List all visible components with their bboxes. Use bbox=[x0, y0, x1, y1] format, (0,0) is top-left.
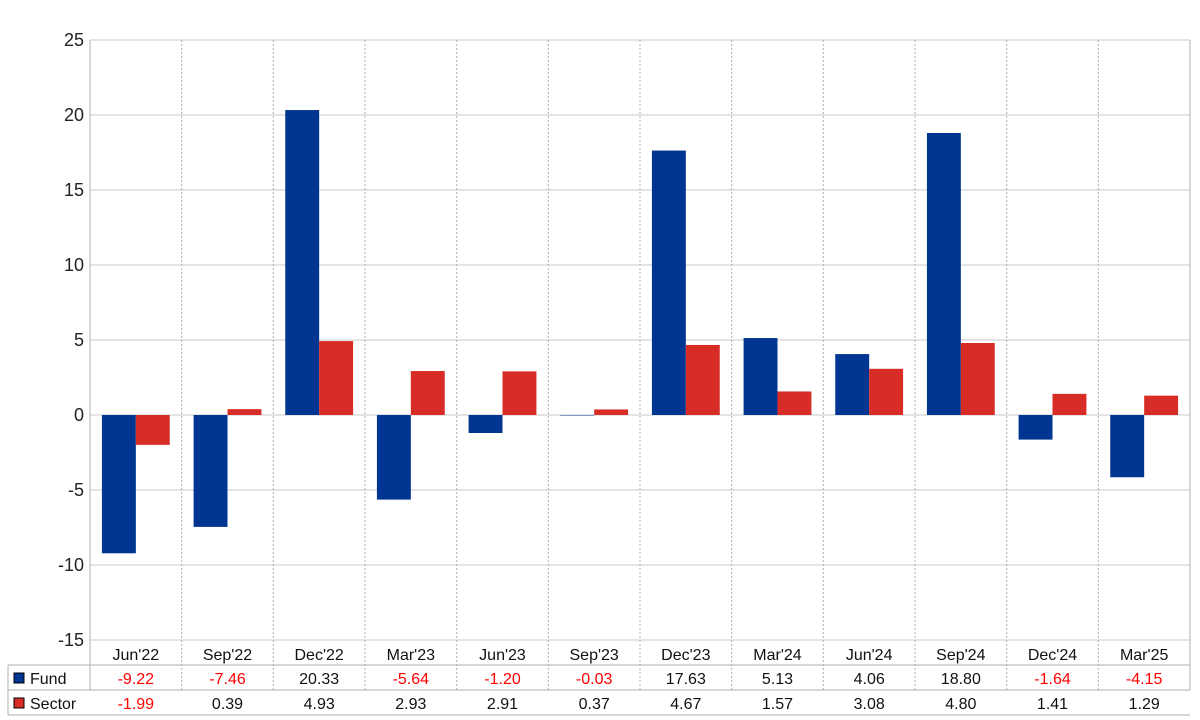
x-tick-label: Jun'24 bbox=[846, 647, 893, 664]
data-label-sector: 2.91 bbox=[487, 696, 518, 713]
x-tick-label: Jun'22 bbox=[113, 647, 160, 664]
data-label-sector: 4.80 bbox=[945, 696, 976, 713]
data-label-fund: -4.15 bbox=[1126, 671, 1163, 688]
bar-fund bbox=[468, 415, 503, 433]
data-label-sector: 3.08 bbox=[854, 696, 885, 713]
data-label-fund: -1.64 bbox=[1034, 671, 1071, 688]
bar-sector bbox=[410, 371, 445, 415]
data-label-fund: -0.03 bbox=[576, 671, 613, 688]
x-tick-label: Dec'23 bbox=[661, 647, 710, 664]
bar-fund bbox=[560, 415, 595, 416]
x-tick-label: Jun'23 bbox=[479, 647, 526, 664]
data-label-fund: 20.33 bbox=[299, 671, 339, 688]
data-label-fund: -7.46 bbox=[209, 671, 246, 688]
bar-sector bbox=[1144, 395, 1179, 415]
bar-fund bbox=[1018, 415, 1053, 440]
bar-sector bbox=[227, 409, 262, 415]
bar-fund bbox=[835, 354, 870, 415]
x-tick-label: Dec'24 bbox=[1028, 647, 1077, 664]
data-label-fund: -1.20 bbox=[484, 671, 521, 688]
bar-sector bbox=[960, 343, 995, 415]
data-label-sector: 2.93 bbox=[395, 696, 426, 713]
bar-sector bbox=[502, 371, 537, 415]
bar-fund bbox=[193, 415, 228, 527]
data-label-sector: 1.41 bbox=[1037, 696, 1068, 713]
x-tick-label: Mar'25 bbox=[1120, 647, 1169, 664]
bars bbox=[101, 110, 1179, 554]
x-tick-label: Sep'24 bbox=[936, 647, 985, 664]
data-label-sector: 1.29 bbox=[1129, 696, 1160, 713]
legend-swatch-fund bbox=[13, 672, 25, 684]
data-label-sector: 0.37 bbox=[579, 696, 610, 713]
data-label-fund: -9.22 bbox=[118, 671, 155, 688]
legend-label-sector: Sector bbox=[30, 696, 77, 713]
bar-sector bbox=[777, 391, 812, 415]
bar-fund bbox=[743, 338, 778, 415]
y-tick-label: -15 bbox=[58, 630, 84, 650]
x-tick-label: Sep'23 bbox=[570, 647, 619, 664]
y-tick-label: 0 bbox=[74, 405, 84, 425]
y-axis: 25 20 15 10 5 0 -5 -10 -15 bbox=[58, 30, 84, 650]
x-tick-label: Dec'22 bbox=[295, 647, 344, 664]
bar-sector bbox=[685, 344, 720, 415]
legend-label-fund: Fund bbox=[30, 671, 66, 688]
legend-swatch-sector bbox=[13, 697, 25, 709]
bar-fund bbox=[285, 110, 320, 416]
data-label-sector: -1.99 bbox=[118, 696, 155, 713]
y-tick-label: -10 bbox=[58, 555, 84, 575]
x-tick-label: Sep'22 bbox=[203, 647, 252, 664]
y-tick-label: 5 bbox=[74, 330, 84, 350]
data-label-fund: 4.06 bbox=[854, 671, 885, 688]
data-label-fund: -5.64 bbox=[393, 671, 430, 688]
y-tick-label: 20 bbox=[64, 105, 84, 125]
data-label-sector: 0.39 bbox=[212, 696, 243, 713]
x-tick-label: Mar'23 bbox=[387, 647, 436, 664]
data-table: Jun'22 Sep'22 Dec'22 Mar'23 Jun'23 Sep'23 Dec'… bbox=[7, 647, 1190, 716]
data-label-fund: 17.63 bbox=[666, 671, 706, 688]
y-tick-label: -5 bbox=[68, 480, 84, 500]
bar-sector bbox=[1052, 393, 1087, 415]
grid bbox=[89, 39, 1191, 690]
x-tick-label: Mar'24 bbox=[753, 647, 802, 664]
data-label-sector: 4.93 bbox=[304, 696, 335, 713]
y-tick-label: 10 bbox=[64, 255, 84, 275]
y-tick-label: 15 bbox=[64, 180, 84, 200]
bar-fund bbox=[101, 415, 136, 554]
bar-sector bbox=[319, 341, 354, 415]
bar-fund bbox=[1110, 415, 1145, 478]
y-tick-label: 25 bbox=[64, 30, 84, 50]
data-label-sector: 4.67 bbox=[670, 696, 701, 713]
data-label-fund: 18.80 bbox=[941, 671, 981, 688]
bar-sector bbox=[135, 415, 170, 445]
bar-fund bbox=[926, 133, 961, 415]
bar-sector bbox=[869, 368, 904, 415]
bar-sector bbox=[594, 409, 629, 415]
data-label-sector: 1.57 bbox=[762, 696, 793, 713]
data-label-fund: 5.13 bbox=[762, 671, 793, 688]
bar-fund bbox=[376, 415, 411, 500]
bar-fund bbox=[651, 150, 686, 416]
